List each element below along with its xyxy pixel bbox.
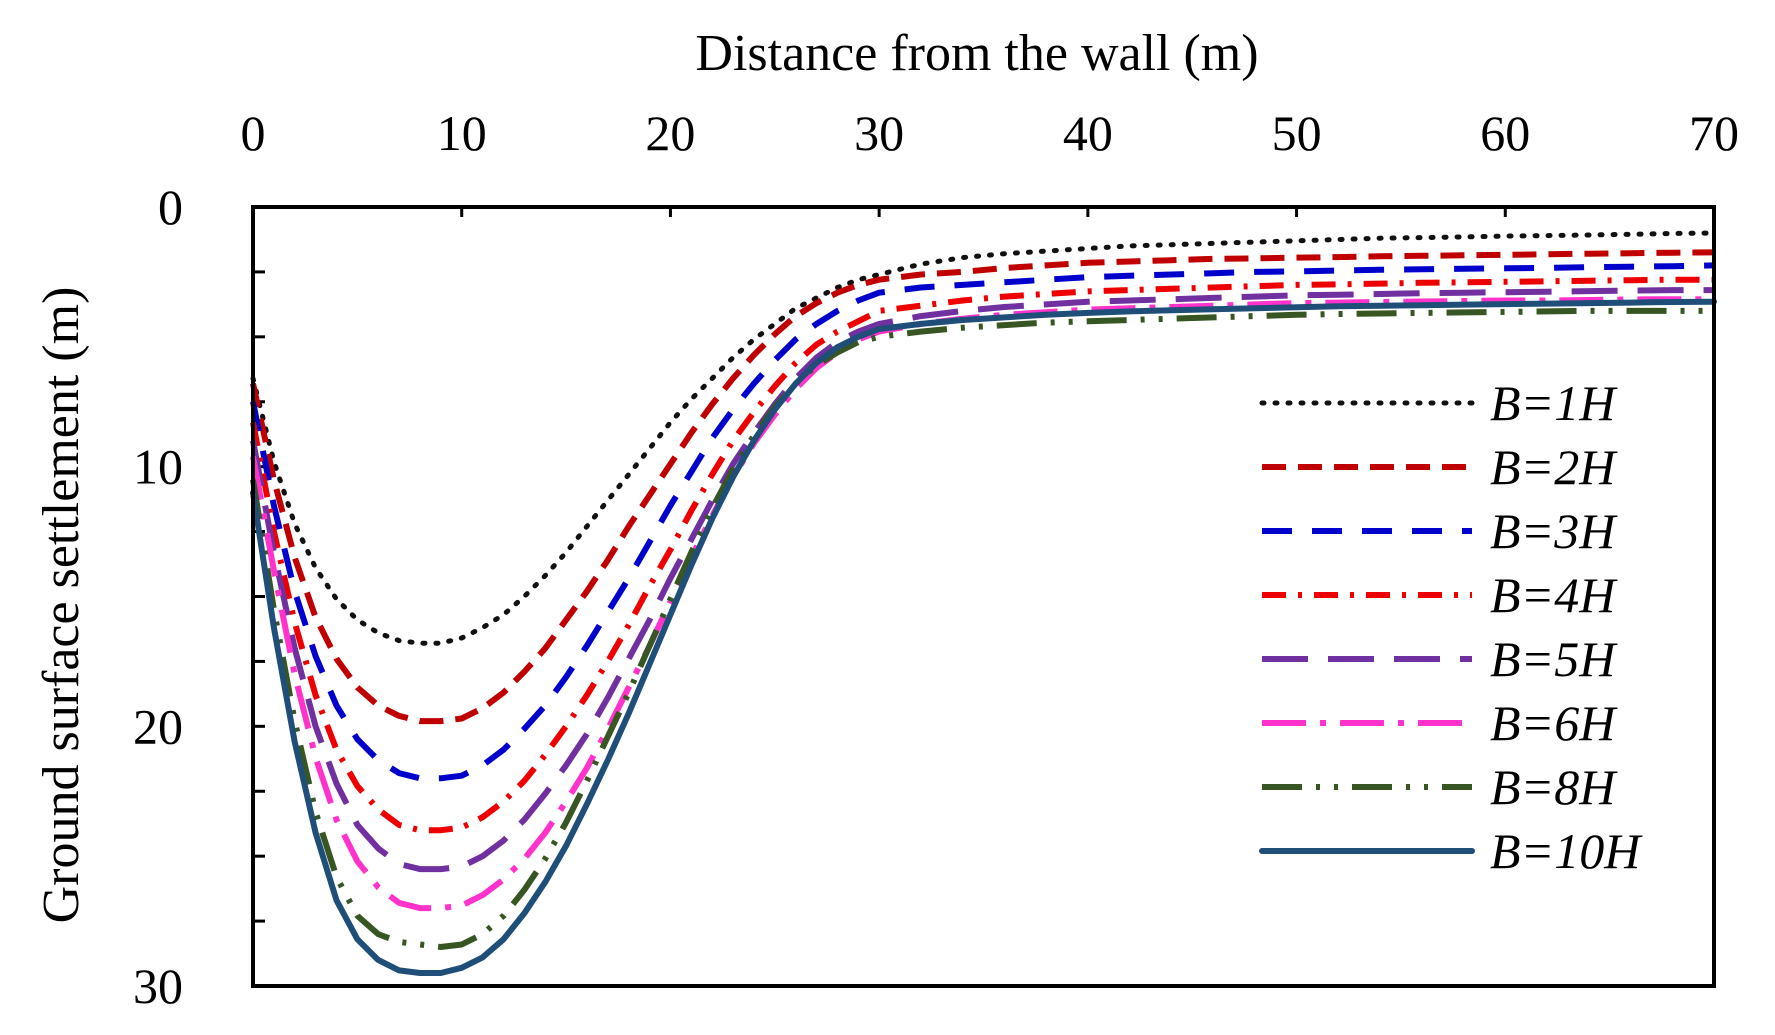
- x-tick-label: 40: [1063, 105, 1113, 161]
- y-tick-label: 20: [133, 698, 183, 754]
- y-axis-title: Ground surface settlement (m): [33, 287, 90, 924]
- x-tick-label: 20: [645, 105, 695, 161]
- y-tick-label: 30: [133, 958, 183, 1014]
- legend-label: B=1H: [1490, 375, 1618, 431]
- legend-label: B=2H: [1490, 439, 1618, 495]
- plot-frame: [251, 205, 1716, 988]
- x-axis-title: Distance from the wall (m): [695, 25, 1258, 82]
- y-tick-label: 0: [158, 179, 183, 235]
- legend-label: B=8H: [1490, 759, 1618, 815]
- series-line-b-10h: [250, 298, 1717, 976]
- legend-label: B=4H: [1490, 567, 1618, 623]
- x-tick-label: 0: [241, 105, 266, 161]
- legend-label: B=5H: [1490, 631, 1618, 687]
- series-line-b-1h: [250, 230, 1717, 646]
- x-tick-label: 60: [1480, 105, 1530, 161]
- legend-label: B=3H: [1490, 503, 1618, 559]
- x-tick-label: 70: [1689, 105, 1739, 161]
- series-line-b-3h: [250, 262, 1715, 782]
- lines-layer: [250, 230, 1717, 976]
- series-line-b-4h: [250, 276, 1714, 834]
- x-tick-label: 50: [1272, 105, 1322, 161]
- y-tick-label: 10: [133, 439, 183, 495]
- legend-label: B=6H: [1490, 695, 1618, 751]
- legend: B=1H B=2H B=3H B=4H B=5H B=6H B=8H B=10H: [1259, 375, 1643, 879]
- ticks-layer: 0 10 20 30 40 50 60 70 0 10 20 30: [133, 105, 1739, 1014]
- legend-label: B=10H: [1490, 823, 1643, 879]
- series-line-b-2h: [250, 249, 1715, 725]
- x-tick-label: 30: [854, 105, 904, 161]
- x-tick-label: 10: [437, 105, 487, 161]
